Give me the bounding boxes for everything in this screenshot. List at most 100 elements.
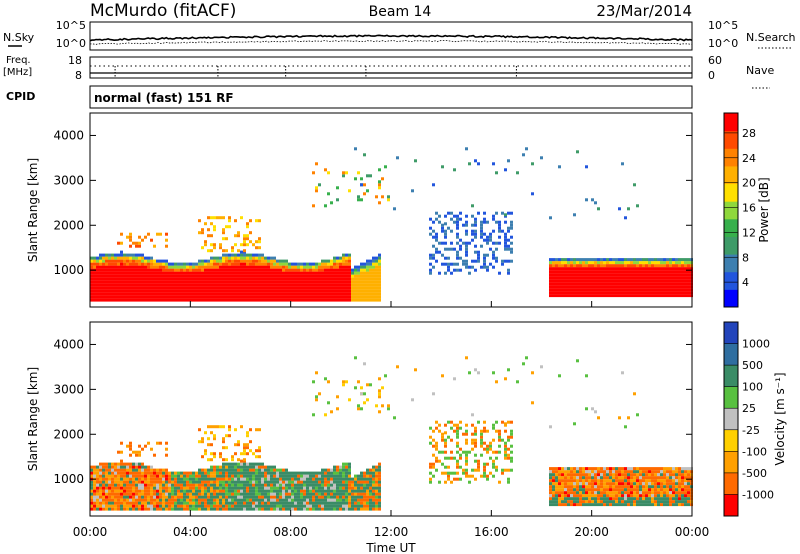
power-cell [339,286,342,290]
velocity-cell [129,492,132,496]
velocity-cell [252,507,255,511]
velocity-cell [375,507,378,511]
velocity-cell [309,474,312,478]
colorbar-segment [724,343,738,366]
velocity-cell [105,462,108,466]
power-cell [195,292,198,296]
velocity-cell [330,507,333,511]
velocity-cell [240,501,243,505]
power-cell [669,279,672,283]
velocity-cell [261,501,264,505]
velocity-cell [159,489,162,493]
velocity-cell [213,501,216,505]
power-cell [207,277,210,281]
velocity-cell [657,488,660,492]
velocity-cell [321,495,324,499]
velocity-cell [111,468,114,472]
power-cell [216,256,219,260]
power-cell [303,262,306,266]
power-cell [303,292,306,296]
power-cell [336,268,339,272]
power-cell [333,289,336,293]
velocity-cell [156,483,159,487]
velocity-cell [477,420,480,424]
velocity-cell [138,480,141,484]
velocity-cell [675,491,678,495]
power-cell [552,270,555,274]
velocity-cell [192,471,195,475]
power-cell [201,274,204,278]
velocity-cell [267,504,270,508]
power-cell [276,262,279,266]
velocity-cell [651,485,654,489]
velocity-cell [567,479,570,483]
velocity-cell [363,362,366,366]
power-cell [210,277,213,281]
velocity-cell [336,507,339,511]
velocity-cell [132,492,135,496]
velocity-cell [144,471,147,475]
velocity-cell [648,482,651,486]
power-cell [630,264,633,268]
velocity-cell [216,480,219,484]
power-cell [321,265,324,269]
power-cell [207,298,210,302]
velocity-cell [147,474,150,478]
power-cell [297,280,300,284]
power-cell [90,274,93,278]
velocity-cell [243,504,246,508]
velocity-cell [627,491,630,495]
velocity-cell [570,470,573,474]
velocity-cell [96,480,99,484]
velocity-cell [171,504,174,508]
velocity-cell [348,483,351,487]
power-cell [141,259,144,263]
velocity-cell [600,476,603,480]
velocity-cell [246,474,249,478]
velocity-cell [618,467,621,471]
power-cell [357,292,360,296]
power-cell [354,265,357,269]
velocity-cell [330,477,333,481]
power-cell [654,270,657,274]
velocity-cell [90,492,93,496]
velocity-cell [228,465,231,469]
velocity-cell [378,392,381,396]
power-cell [102,283,105,287]
velocity-cell [162,504,165,508]
velocity-cell [624,476,627,480]
power-cell [168,268,171,272]
power-colorbar-label: Power [dB] [757,177,771,242]
velocity-cell [129,501,132,505]
power-cell [585,273,588,277]
power-cell [372,274,375,278]
power-cell [507,226,510,230]
velocity-cell [591,476,594,480]
velocity-cell [627,479,630,483]
power-cell [477,162,480,166]
power-cell [585,261,588,265]
velocity-cell [210,504,213,508]
velocity-cell [549,467,552,471]
power-cell [192,283,195,287]
velocity-cell [174,489,177,493]
power-cell [108,298,111,302]
velocity-cell [114,504,117,508]
power-cell [120,268,123,272]
power-cell [312,171,315,175]
power-cell [636,258,639,262]
colorbar-segment [724,271,738,290]
power-cell [318,292,321,296]
velocity-cell [669,473,672,477]
velocity-cell [630,467,633,471]
velocity-cell [663,503,666,507]
velocity-cell [594,473,597,477]
velocity-cell [669,500,672,504]
power-cell [372,277,375,281]
power-cell [297,283,300,287]
velocity-cell [243,471,246,475]
colorbar-segment [724,236,738,255]
power-cell [510,220,513,224]
velocity-cell [255,477,258,481]
power-cell [360,265,363,269]
